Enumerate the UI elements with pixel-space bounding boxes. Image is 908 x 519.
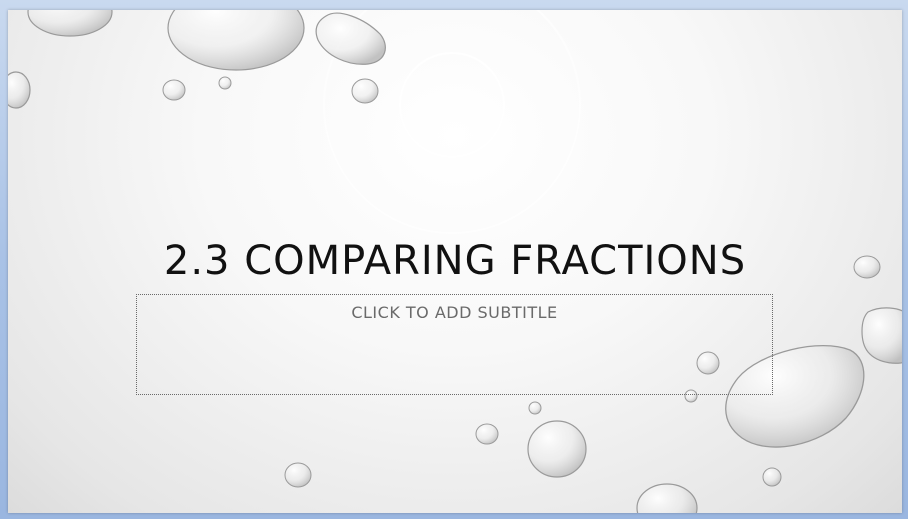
water-drop <box>527 420 587 478</box>
water-drop <box>167 10 305 71</box>
ripple-ring <box>323 10 581 234</box>
slide-title[interactable]: 2.3 COMPARING FRACTIONS <box>163 238 747 284</box>
water-drop <box>725 345 865 448</box>
water-drop <box>351 78 379 104</box>
subtitle-placeholder-text: CLICK TO ADD SUBTITLE <box>351 303 558 322</box>
slide-canvas[interactable]: 2.3 COMPARING FRACTIONS CLICK TO ADD SUB… <box>8 10 902 513</box>
water-drops-background <box>8 10 902 513</box>
water-drop <box>528 401 542 415</box>
water-drop <box>762 467 782 487</box>
water-drop <box>218 76 232 90</box>
subtitle-placeholder-box[interactable]: CLICK TO ADD SUBTITLE <box>136 294 773 395</box>
water-drop <box>853 255 881 279</box>
water-drop <box>636 483 698 513</box>
water-drop <box>315 12 386 65</box>
water-drop <box>284 462 312 488</box>
ripple-ring <box>399 52 505 158</box>
water-drop <box>475 423 499 445</box>
water-drop <box>8 71 31 109</box>
water-drop <box>861 307 902 364</box>
water-drop <box>696 351 720 375</box>
water-drop <box>27 10 113 37</box>
water-drop <box>162 79 186 101</box>
water-drop <box>684 389 698 403</box>
